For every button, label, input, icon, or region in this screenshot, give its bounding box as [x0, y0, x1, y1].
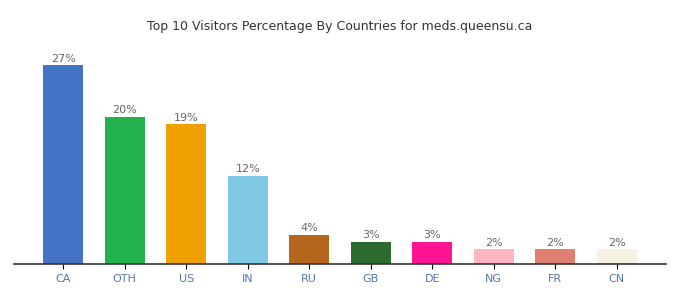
Text: 12%: 12% [235, 164, 260, 174]
Text: 19%: 19% [174, 113, 199, 123]
Text: 4%: 4% [301, 223, 318, 233]
Bar [228, 176, 268, 264]
Text: 2%: 2% [546, 238, 564, 248]
Bar [535, 249, 575, 264]
Text: 3%: 3% [424, 230, 441, 241]
Text: 20%: 20% [112, 105, 137, 116]
Bar [412, 242, 452, 264]
Text: 27%: 27% [51, 54, 75, 64]
Bar [105, 117, 145, 264]
Title: Top 10 Visitors Percentage By Countries for meds.queensu.ca: Top 10 Visitors Percentage By Countries … [148, 20, 532, 33]
Bar [167, 124, 206, 264]
Text: 2%: 2% [608, 238, 626, 248]
Bar [474, 249, 513, 264]
Text: 3%: 3% [362, 230, 379, 241]
Bar [289, 235, 329, 264]
Bar [351, 242, 391, 264]
Text: 2%: 2% [485, 238, 503, 248]
Bar [44, 65, 83, 264]
Bar [597, 249, 636, 264]
